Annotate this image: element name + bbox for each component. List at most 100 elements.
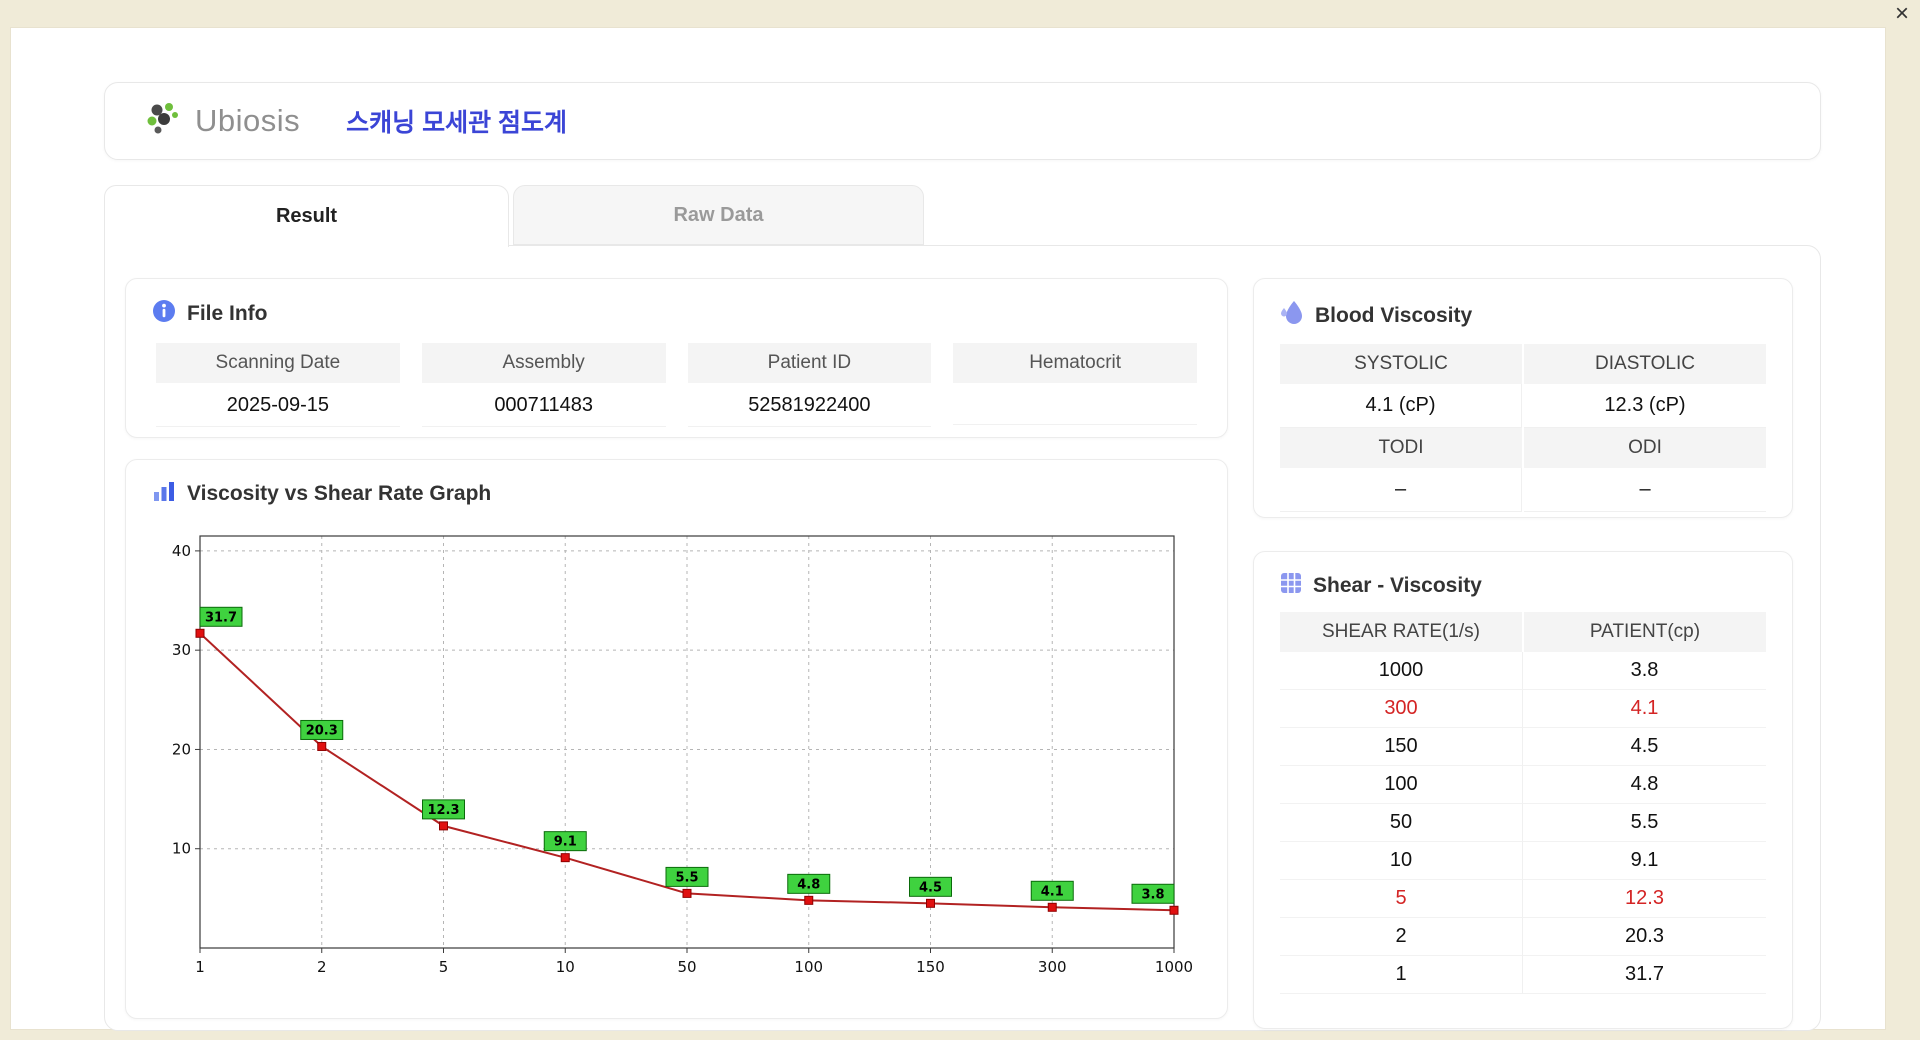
table-row: 300 4.1	[1280, 690, 1766, 728]
table-row: 1000 3.8	[1280, 652, 1766, 690]
header-card: Ubiosis 스캐닝 모세관 점도계	[104, 82, 1821, 160]
table-row: 100 4.8	[1280, 766, 1766, 804]
svg-text:12.3: 12.3	[427, 803, 459, 818]
blood-viscosity-title: Blood Viscosity	[1315, 303, 1473, 327]
table-row: 50 5.5	[1280, 804, 1766, 842]
svg-text:31.7: 31.7	[205, 610, 237, 625]
shear-viscosity-header: Shear - Viscosity	[1254, 552, 1792, 612]
table-grid-icon	[1280, 572, 1302, 600]
field-patient-id: Patient ID 52581922400	[687, 343, 932, 427]
svg-text:4.1: 4.1	[1041, 884, 1064, 899]
svg-text:5.5: 5.5	[675, 870, 698, 885]
content-panel: File Info Scanning Date 2025-09-15 Assem…	[104, 245, 1821, 1031]
todi-value: –	[1280, 468, 1522, 512]
file-info-card: File Info Scanning Date 2025-09-15 Assem…	[125, 278, 1228, 438]
shear-viscosity-card: Shear - Viscosity SHEAR RATE(1/s) PATIEN…	[1253, 551, 1793, 1029]
table-row: 4.1 (cP) 12.3 (cP)	[1280, 384, 1766, 428]
tab-raw-data[interactable]: Raw Data	[513, 185, 924, 245]
viscosity-chart: 10 20 30 40 1 2 5 10 50 100 150 300 1000 31.7 20.3 12.3…	[166, 522, 1196, 1000]
svg-text:9.1: 9.1	[554, 835, 577, 850]
blood-viscosity-card: Blood Viscosity SYSTOLIC DIASTOLIC 4.1 (…	[1253, 278, 1793, 518]
shear-rate-cell: 100	[1280, 766, 1523, 804]
svg-text:20.3: 20.3	[306, 723, 338, 738]
blood-viscosity-table: SYSTOLIC DIASTOLIC 4.1 (cP) 12.3 (cP) TO…	[1254, 344, 1792, 512]
patient-viscosity-cell: 4.8	[1523, 766, 1766, 804]
table-row: 2 20.3	[1280, 918, 1766, 956]
field-label: Assembly	[421, 343, 666, 383]
blood-viscosity-header: Blood Viscosity	[1254, 279, 1792, 344]
file-info-title: File Info	[187, 302, 268, 325]
diastolic-header: DIASTOLIC	[1524, 344, 1766, 384]
field-assembly: Assembly 000711483	[421, 343, 666, 427]
graph-header: Viscosity vs Shear Rate Graph	[126, 460, 1227, 520]
droplet-icon	[1280, 299, 1304, 332]
svg-text:50: 50	[677, 958, 696, 976]
diastolic-value: 12.3 (cP)	[1524, 384, 1766, 428]
field-hematocrit: Hematocrit	[953, 343, 1197, 427]
table-row: TODI ODI	[1280, 428, 1766, 468]
shear-rate-cell: 10	[1280, 842, 1523, 880]
patient-column-header: PATIENT(cp)	[1524, 612, 1766, 652]
svg-text:100: 100	[794, 958, 823, 976]
shear-rate-cell: 300	[1280, 690, 1523, 728]
field-label: Patient ID	[687, 343, 932, 383]
ubiosis-logo-icon	[143, 99, 189, 144]
patient-viscosity-cell: 12.3	[1523, 880, 1766, 918]
page-title: 스캐닝 모세관 점도계	[346, 109, 568, 137]
shear-rate-cell: 50	[1280, 804, 1523, 842]
table-row: – –	[1280, 468, 1766, 512]
patient-viscosity-cell: 4.5	[1523, 728, 1766, 766]
shear-table-body: 1000 3.8 300 4.1 150 4.5 100 4.8 50 5.5 10 9.1 5 12.3…	[1280, 652, 1766, 994]
patient-viscosity-cell: 20.3	[1523, 918, 1766, 956]
patient-viscosity-cell: 4.1	[1523, 690, 1766, 728]
table-row: 150 4.5	[1280, 728, 1766, 766]
svg-text:40: 40	[172, 542, 191, 560]
patient-viscosity-cell: 31.7	[1523, 956, 1766, 994]
svg-text:10: 10	[556, 958, 575, 976]
viscosity-graph-card: Viscosity vs Shear Rate Graph 10 20 30 40 1 2…	[125, 459, 1228, 1019]
systolic-header: SYSTOLIC	[1280, 344, 1522, 384]
patient-viscosity-cell: 5.5	[1523, 804, 1766, 842]
table-row: 10 9.1	[1280, 842, 1766, 880]
svg-text:2: 2	[317, 958, 327, 976]
svg-text:5: 5	[439, 958, 449, 976]
systolic-value: 4.1 (cP)	[1280, 384, 1522, 428]
patient-viscosity-cell: 3.8	[1523, 652, 1766, 690]
ubiosis-logo: Ubiosis	[143, 99, 300, 144]
bar-chart-icon	[152, 480, 176, 508]
shear-rate-cell: 1	[1280, 956, 1523, 994]
shear-rate-cell: 1000	[1280, 652, 1523, 690]
close-icon[interactable]: ×	[1894, 0, 1909, 27]
todi-header: TODI	[1280, 428, 1522, 468]
field-label: Hematocrit	[953, 343, 1197, 383]
shear-rate-cell: 5	[1280, 880, 1523, 918]
svg-text:4.8: 4.8	[797, 877, 820, 892]
svg-text:20: 20	[172, 740, 191, 758]
field-value: 52581922400	[687, 383, 932, 427]
main-window: Ubiosis 스캐닝 모세관 점도계 Result Raw Data File…	[10, 27, 1886, 1031]
shear-viscosity-title: Shear - Viscosity	[1313, 574, 1482, 597]
field-value: 000711483	[421, 383, 666, 427]
ubiosis-logo-text: Ubiosis	[195, 103, 301, 138]
odi-header: ODI	[1524, 428, 1766, 468]
svg-text:10: 10	[172, 840, 191, 858]
shear-rate-cell: 150	[1280, 728, 1523, 766]
viscosity-chart-svg: 10 20 30 40 1 2 5 10 50 100 150 300 1000 31.7 20.3 12.3…	[172, 535, 1193, 976]
shear-viscosity-table: SHEAR RATE(1/s) PATIENT(cp) 1000 3.8 300 4.…	[1254, 612, 1792, 994]
field-value: 2025-09-15	[156, 383, 400, 427]
file-info-header: File Info	[126, 279, 1227, 341]
tab-result[interactable]: Result	[104, 185, 509, 247]
odi-value: –	[1524, 468, 1766, 512]
graph-title: Viscosity vs Shear Rate Graph	[187, 482, 492, 505]
svg-text:300: 300	[1038, 958, 1067, 976]
table-row: 1 31.7	[1280, 956, 1766, 994]
svg-text:150: 150	[916, 958, 945, 976]
svg-text:4.5: 4.5	[919, 880, 942, 895]
field-value	[953, 383, 1197, 425]
info-icon	[152, 299, 176, 329]
table-row: 5 12.3	[1280, 880, 1766, 918]
svg-text:1: 1	[195, 958, 205, 976]
table-header-row: SHEAR RATE(1/s) PATIENT(cp)	[1280, 612, 1766, 652]
file-info-fields: Scanning Date 2025-09-15 Assembly 000711…	[126, 341, 1227, 427]
shear-rate-cell: 2	[1280, 918, 1523, 956]
